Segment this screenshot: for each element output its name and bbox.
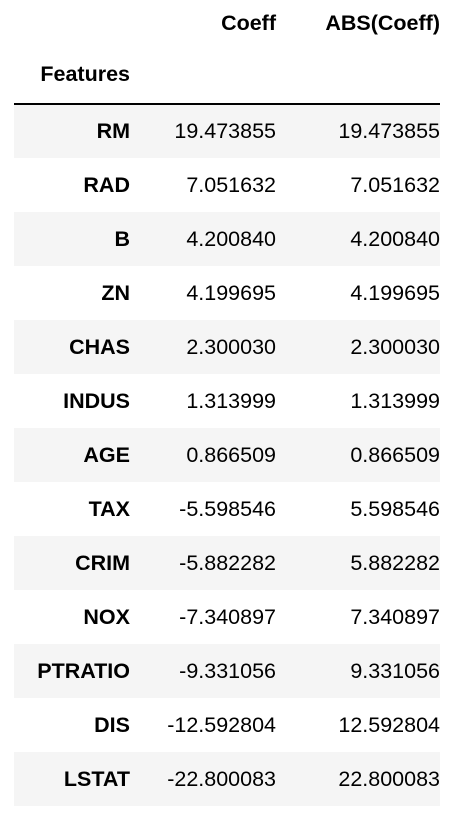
cell-abs-coeff: 9.331056 (350, 658, 440, 683)
row-label-feature: AGE (83, 442, 130, 467)
cell-abs-coeff: 4.199695 (350, 280, 440, 305)
table-row: CRIM -5.882282 5.882282 (14, 536, 440, 590)
table-row: RM 19.473855 19.473855 (14, 104, 440, 158)
table-row: RAD 7.051632 7.051632 (14, 158, 440, 212)
row-label-feature: PTRATIO (37, 658, 130, 683)
cell-coeff: -5.882282 (179, 550, 276, 575)
row-label-feature: B (114, 226, 130, 251)
row-label-feature: DIS (94, 712, 130, 737)
cell-coeff: -5.598546 (179, 496, 276, 521)
row-label-feature: RAD (83, 172, 130, 197)
cell-coeff: 0.866509 (186, 442, 276, 467)
cell-coeff: 1.313999 (186, 388, 276, 413)
index-name-spacer (276, 46, 440, 105)
row-label-feature: CHAS (69, 334, 130, 359)
table-row: INDUS 1.313999 1.313999 (14, 374, 440, 428)
cell-abs-coeff: 4.200840 (350, 226, 440, 251)
table-row: ZN 4.199695 4.199695 (14, 266, 440, 320)
cell-abs-coeff: 2.300030 (350, 334, 440, 359)
table-row: AGE 0.866509 0.866509 (14, 428, 440, 482)
row-label-feature: INDUS (63, 388, 130, 413)
row-label-feature: TAX (88, 496, 130, 521)
cell-coeff: -9.331056 (179, 658, 276, 683)
index-name-row: Features (14, 46, 440, 105)
cell-abs-coeff: 0.866509 (350, 442, 440, 467)
cell-abs-coeff: 1.313999 (350, 388, 440, 413)
cell-coeff: 7.051632 (186, 172, 276, 197)
table-row: LSTAT -22.800083 22.800083 (14, 752, 440, 806)
row-label-feature: NOX (83, 604, 130, 629)
table-row: CHAS 2.300030 2.300030 (14, 320, 440, 374)
table-body: RM 19.473855 19.473855 RAD 7.051632 7.051632 B… (14, 104, 440, 806)
index-name-features: Features (14, 46, 130, 105)
cell-coeff: -7.340897 (179, 604, 276, 629)
table-row: PTRATIO -9.331056 9.331056 (14, 644, 440, 698)
cell-coeff: -22.800083 (167, 766, 276, 791)
column-header-abs-coeff: ABS(Coeff) (325, 10, 440, 35)
cell-coeff: -12.592804 (167, 712, 276, 737)
row-label-feature: LSTAT (63, 766, 130, 791)
cell-abs-coeff: 12.592804 (338, 712, 440, 737)
cell-abs-coeff: 7.340897 (350, 604, 440, 629)
row-label-feature: ZN (101, 280, 130, 305)
cell-abs-coeff: 7.051632 (350, 172, 440, 197)
cell-coeff: 4.199695 (186, 280, 276, 305)
row-label-feature: CRIM (75, 550, 130, 575)
cell-coeff: 19.473855 (174, 119, 276, 143)
column-header-row: Coeff ABS(Coeff) (14, 0, 440, 46)
cell-coeff: 2.300030 (186, 334, 276, 359)
column-header-coeff: Coeff (221, 10, 276, 35)
coefficients-table: Coeff ABS(Coeff) Features RM 19.473855 19.… (14, 0, 440, 806)
cell-abs-coeff: 5.598546 (350, 496, 440, 521)
table-row: TAX -5.598546 5.598546 (14, 482, 440, 536)
table-row: NOX -7.340897 7.340897 (14, 590, 440, 644)
row-label-feature: RM (96, 119, 130, 143)
table-row: B 4.200840 4.200840 (14, 212, 440, 266)
cell-abs-coeff: 22.800083 (338, 766, 440, 791)
table-row: DIS -12.592804 12.592804 (14, 698, 440, 752)
index-name-spacer (130, 46, 276, 105)
cell-coeff: 4.200840 (186, 226, 276, 251)
corner-cell (14, 0, 130, 46)
cell-abs-coeff: 19.473855 (338, 119, 440, 143)
table-header: Coeff ABS(Coeff) Features (14, 0, 440, 105)
cell-abs-coeff: 5.882282 (350, 550, 440, 575)
